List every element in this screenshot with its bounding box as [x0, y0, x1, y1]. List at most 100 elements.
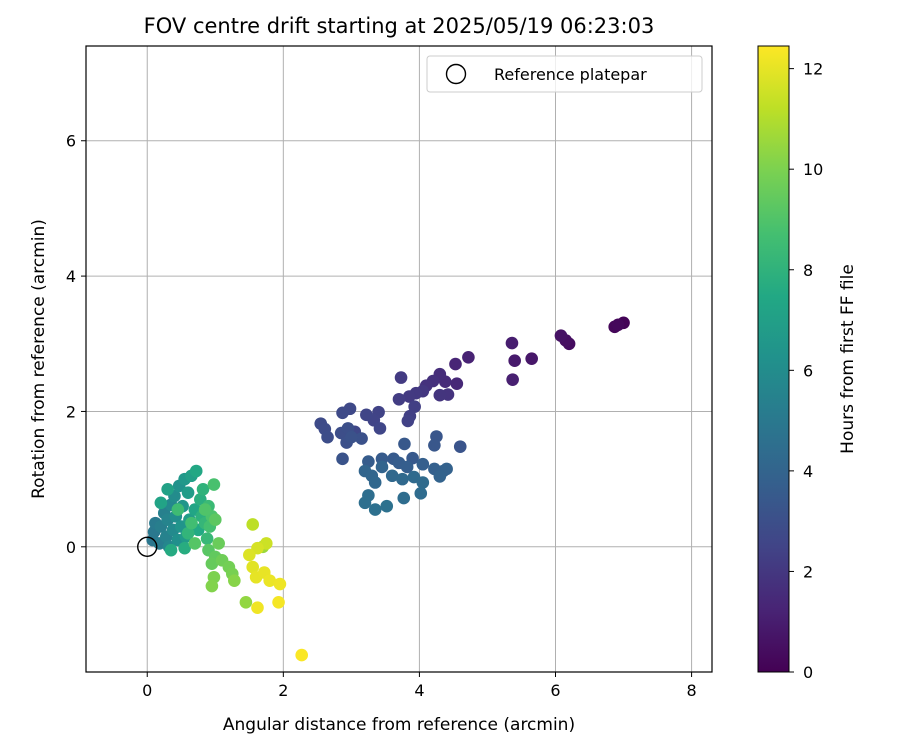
x-tick-label: 4 — [414, 681, 424, 700]
data-point — [251, 601, 264, 615]
data-point — [358, 496, 372, 510]
data-point — [198, 503, 212, 516]
colorbar-tick-label: 6 — [803, 361, 813, 380]
data-point — [368, 476, 382, 489]
reference-platepar-marker — [137, 536, 158, 557]
x-tick-label: 8 — [686, 681, 696, 700]
data-point — [154, 496, 168, 510]
data-point — [212, 537, 225, 550]
data-point — [178, 541, 191, 555]
colorbar-tick-label: 0 — [803, 663, 813, 682]
data-point — [368, 503, 382, 516]
data-point — [554, 329, 568, 342]
colorbar: 0 2 4 6 8 10 12 Hours from first FF file — [757, 45, 858, 682]
data-point — [171, 503, 185, 516]
x-tick-label: 0 — [142, 681, 152, 700]
grid-lines — [86, 46, 712, 672]
data-point — [362, 455, 375, 468]
data-point — [398, 437, 411, 451]
data-point — [200, 532, 214, 545]
data-point — [164, 543, 178, 557]
data-point — [416, 457, 430, 471]
legend: Reference platepar — [426, 55, 703, 93]
x-axis-label: Angular distance from reference (arcmin) — [223, 715, 575, 735]
y-tick-label: 4 — [66, 267, 76, 286]
y-axis-label: Rotation from reference (arcmin) — [29, 219, 49, 499]
x-tick-label: 6 — [550, 681, 560, 700]
data-point — [375, 460, 389, 474]
data-points — [146, 316, 630, 662]
data-point — [185, 516, 198, 530]
data-point — [611, 318, 625, 332]
data-point — [360, 408, 373, 422]
colorbar-tick-label: 2 — [803, 562, 813, 581]
data-point — [385, 469, 399, 483]
data-point — [246, 518, 260, 531]
colorbar-tick-label: 4 — [803, 462, 813, 481]
data-point — [462, 351, 475, 364]
data-point — [228, 574, 241, 587]
data-point — [525, 352, 538, 365]
data-point — [392, 392, 406, 406]
y-tick-label: 2 — [66, 402, 76, 421]
data-point — [416, 476, 430, 489]
chart-title: FOV centre drift starting at 2025/05/19 … — [144, 14, 655, 38]
legend-box — [426, 55, 703, 93]
colorbar-ticks: 0 2 4 6 8 10 12 — [789, 60, 823, 682]
data-point — [189, 464, 203, 478]
data-point — [453, 440, 467, 453]
legend-label: Reference platepar — [494, 65, 647, 84]
data-point — [188, 537, 202, 550]
data-point — [336, 406, 349, 420]
data-point — [208, 513, 222, 527]
colorbar-label: Hours from first FF file — [838, 264, 858, 454]
data-point — [196, 482, 210, 496]
colorbar-tick-label: 12 — [803, 60, 823, 79]
data-point — [414, 487, 428, 500]
data-point — [336, 452, 349, 466]
data-point — [449, 357, 462, 371]
y-tick-label: 6 — [66, 132, 76, 151]
y-axis-ticks: 0 2 4 6 — [66, 132, 86, 557]
colorbar-gradient — [757, 45, 790, 673]
data-point — [181, 486, 195, 499]
x-axis-ticks: 0 2 4 6 8 — [142, 672, 697, 700]
data-point — [161, 482, 174, 496]
data-point — [205, 579, 219, 593]
colorbar-tick-label: 10 — [803, 160, 823, 179]
data-point — [397, 491, 411, 505]
data-point — [295, 648, 308, 662]
data-point — [345, 430, 358, 444]
data-point — [321, 430, 334, 444]
data-point — [272, 595, 285, 609]
data-point — [246, 560, 260, 574]
data-point — [450, 377, 464, 391]
data-point — [373, 422, 387, 435]
data-point — [402, 390, 416, 403]
data-point — [396, 472, 409, 486]
legend-marker — [445, 63, 467, 85]
data-point — [394, 371, 408, 384]
data-point — [401, 414, 415, 428]
data-point — [263, 574, 277, 587]
plot-frame — [85, 45, 713, 673]
data-point — [506, 373, 519, 386]
data-point — [400, 460, 414, 474]
data-point — [355, 432, 368, 445]
data-point — [505, 336, 519, 350]
data-point — [205, 557, 219, 571]
data-point — [207, 478, 221, 491]
data-point — [273, 577, 287, 591]
data-point — [428, 438, 441, 452]
data-point — [508, 354, 521, 367]
data-point — [433, 470, 447, 483]
data-point — [181, 526, 195, 540]
y-tick-label: 0 — [66, 538, 76, 557]
data-point — [433, 388, 447, 402]
x-tick-label: 2 — [278, 681, 288, 700]
data-point — [239, 595, 253, 609]
data-point — [380, 499, 394, 513]
data-point — [408, 400, 421, 414]
data-point — [243, 548, 256, 562]
